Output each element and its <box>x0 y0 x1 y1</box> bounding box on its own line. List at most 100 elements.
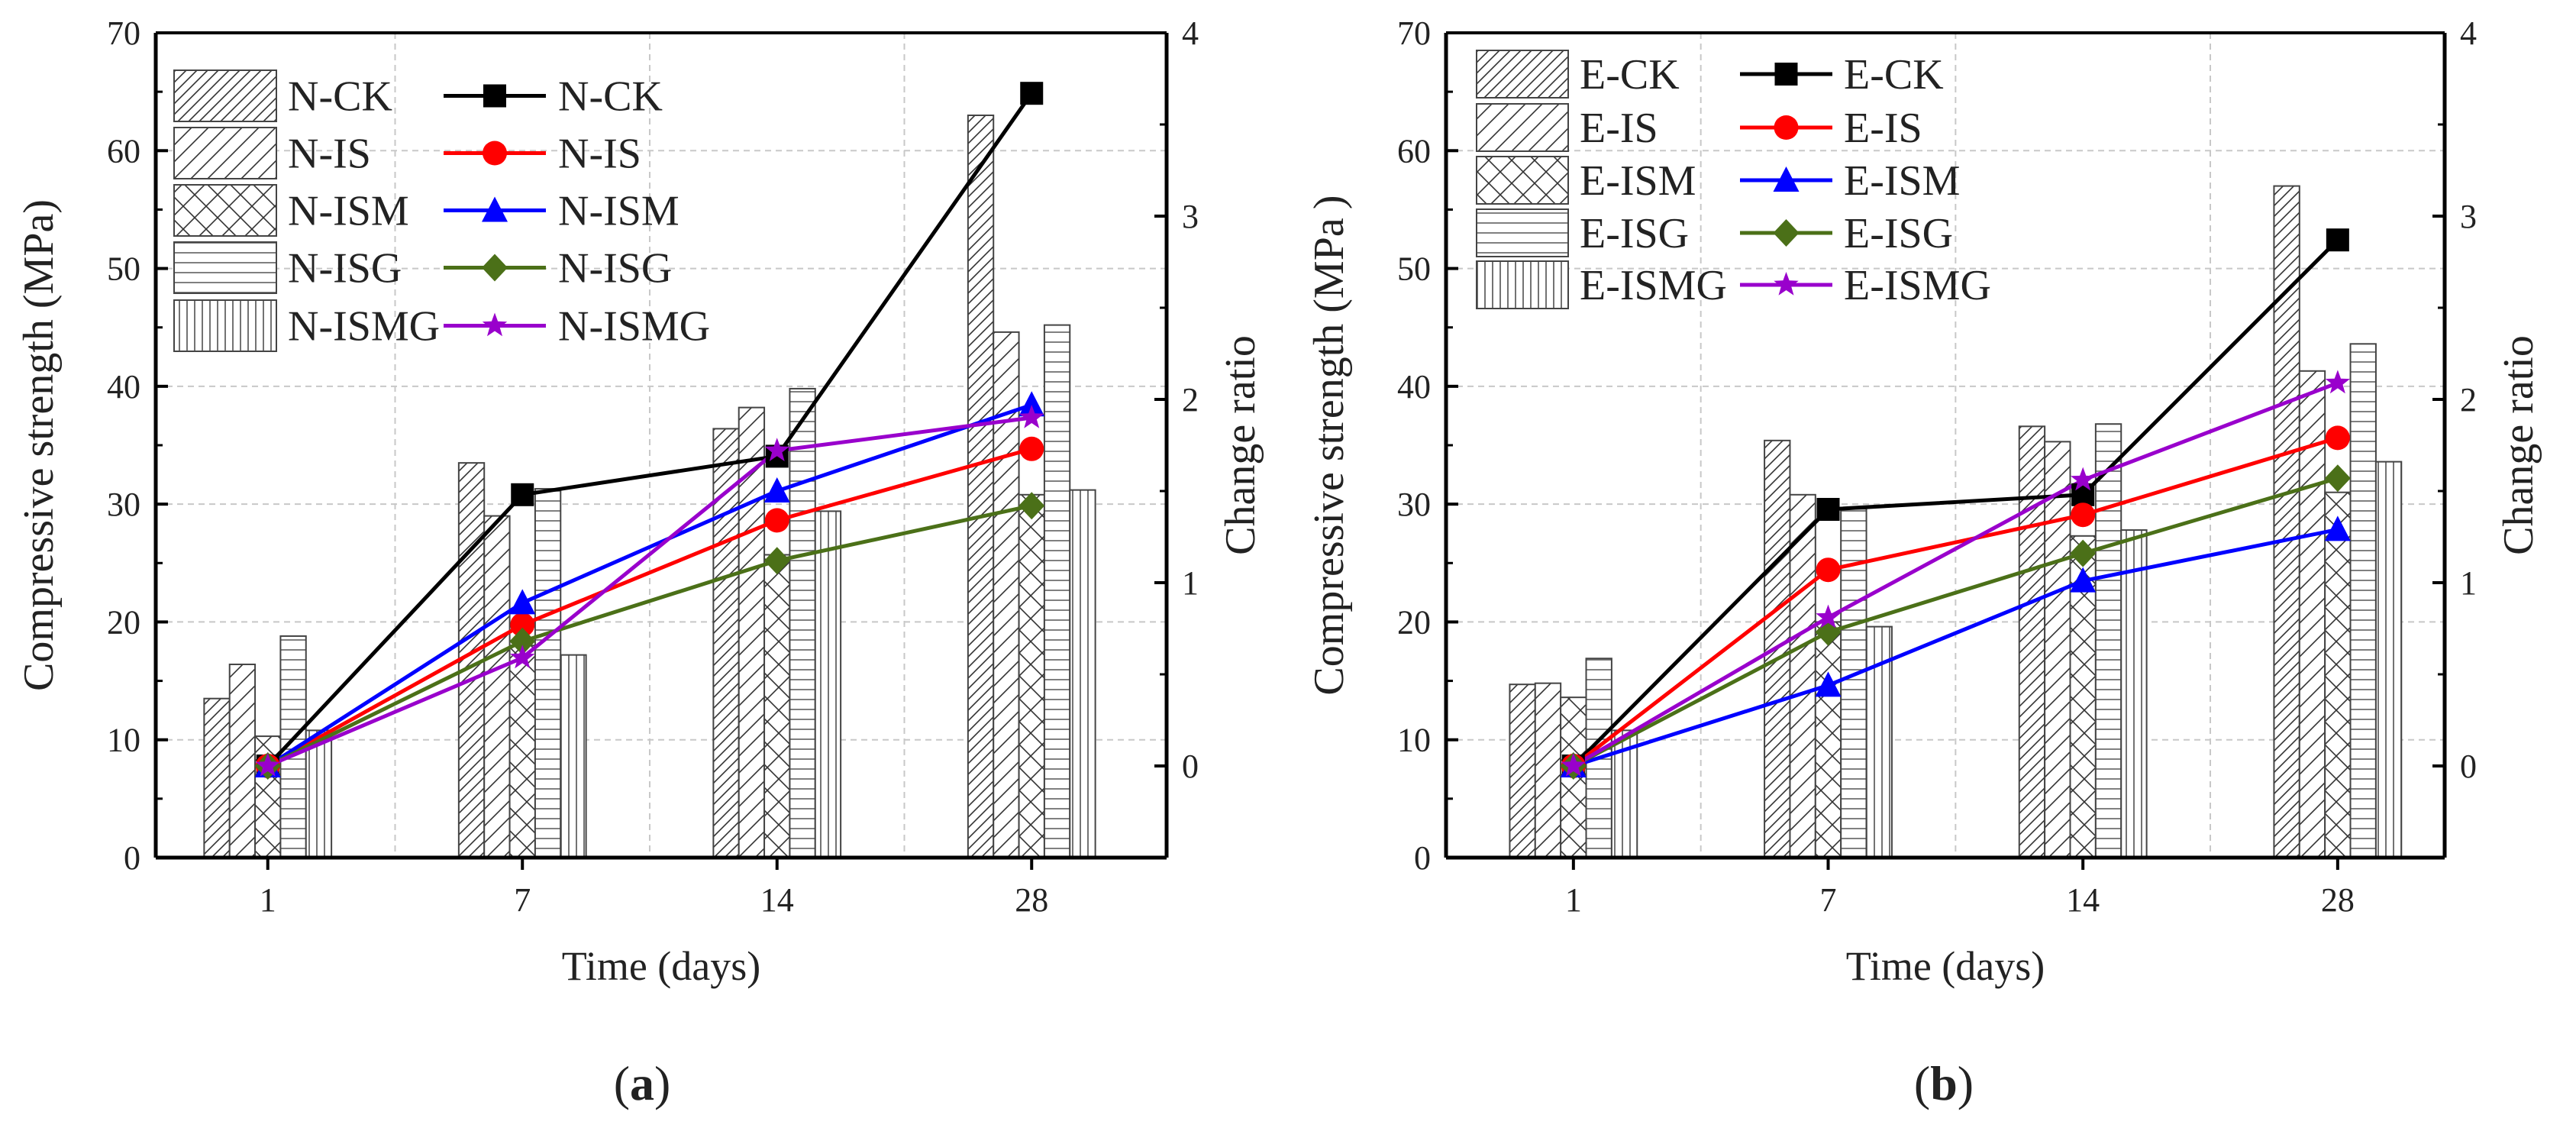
legend: N-CK N-IS N-ISM N-ISG N-ISMG N-CK N-IS N-ISM N-I… <box>173 69 710 352</box>
y2-axis-title: Change ratio <box>1217 335 1264 555</box>
y-tick-label: 0 <box>1414 839 1431 877</box>
bar-E-IS-day-7 <box>1789 493 1816 858</box>
marker-E-IS-day-14 <box>2071 502 2096 528</box>
marker-E-CK-day-14 <box>2071 483 2095 506</box>
bar-N-ISMG-day-1 <box>305 729 333 858</box>
panel-paren-open: ( <box>614 1056 630 1110</box>
y-tick-label: 70 <box>107 15 140 52</box>
x-tick-label: 1 <box>260 881 276 919</box>
line-N-ISG <box>266 503 1032 768</box>
bar-E-ISM-day-7 <box>1814 621 1842 859</box>
legend-swatch-E-CK <box>1476 50 1569 99</box>
legend-marker-N-ISG <box>482 254 508 282</box>
y-tick-label: 60 <box>1397 132 1431 170</box>
legend: E-CK E-IS E-ISM E-ISG E-ISMG E-CK E-IS E-ISM E-I… <box>1476 50 1991 309</box>
bar-N-ISG-day-14 <box>789 387 816 858</box>
chart-panel-b: 0 10 20 30 40 50 60 70 0 1 2 3 4 1 7 14 28 Time (days) Com… <box>1306 15 2542 1110</box>
marker-E-ISMG-day-14 <box>2071 467 2096 491</box>
y-tick-label: 40 <box>107 368 140 406</box>
legend-line-label: N-ISMG <box>558 303 710 351</box>
legend-bar-label: N-CK <box>288 73 392 121</box>
y2-tick-label: 4 <box>2460 15 2477 52</box>
bar-E-ISMG-day-28 <box>2374 460 2403 858</box>
bar-N-ISG-day-28 <box>1043 324 1071 858</box>
legend-line-label: N-ISM <box>558 188 680 235</box>
legend-marker-N-IS <box>483 141 507 166</box>
y-axis-title: Compressive strength (MPa) <box>15 199 63 691</box>
legend-line-label: E-CK <box>1844 51 1944 99</box>
y2-tick-label: 3 <box>1182 198 1199 235</box>
marker-N-ISG-day-28 <box>1018 492 1045 520</box>
y-tick-label: 70 <box>1397 15 1431 52</box>
legend-bar-label: E-ISMG <box>1580 262 1727 309</box>
marker-N-CK-day-7 <box>511 483 534 506</box>
marker-E-CK-day-28 <box>2326 228 2349 252</box>
legend-swatch-E-IS <box>1476 103 1569 152</box>
line-N-ISMG <box>266 415 1032 768</box>
bar-N-ISM-day-14 <box>763 554 791 858</box>
panel-letter: a <box>630 1056 654 1110</box>
legend-marker-N-CK <box>483 84 506 108</box>
bar-E-ISMG-day-14 <box>2120 529 2148 858</box>
marker-N-ISG-day-14 <box>763 547 790 575</box>
marker-N-ISM-day-14 <box>763 477 790 502</box>
marker-E-ISMG-day-7 <box>1816 604 1841 629</box>
x-axis-title: Time (days) <box>1846 943 2045 989</box>
marker-N-ISMG-day-28 <box>1019 405 1044 428</box>
y2-tick-label: 2 <box>2460 381 2477 418</box>
bar-E-ISM-day-28 <box>2324 491 2352 858</box>
y-tick-label: 20 <box>107 603 140 641</box>
legend-swatch-E-ISG <box>1476 208 1569 257</box>
legend-swatch-N-ISM <box>173 184 277 237</box>
legend-swatch-E-ISMG <box>1476 260 1569 309</box>
bar-N-CK-day-1 <box>203 697 231 859</box>
marker-N-CK-day-28 <box>1020 82 1044 105</box>
bar-N-ISMG-day-28 <box>1069 489 1096 859</box>
marker-E-ISG-day-14 <box>2070 539 2097 567</box>
bar-N-IS-day-14 <box>738 406 766 858</box>
marker-N-ISG-day-7 <box>509 627 536 655</box>
y-tick-label: 40 <box>1397 368 1431 406</box>
y2-tick-label: 0 <box>1182 748 1199 785</box>
legend-bar-label: N-ISM <box>288 188 409 235</box>
marker-N-IS-day-14 <box>764 508 789 533</box>
bar-N-IS-day-7 <box>483 515 511 858</box>
x-tick-label: 28 <box>2321 881 2355 919</box>
y-tick-label: 10 <box>107 722 140 759</box>
panel-paren-close: ) <box>1958 1056 1974 1110</box>
bar-E-IS-day-14 <box>2044 441 2071 858</box>
line-N-ISM <box>266 402 1033 768</box>
marker-N-ISM-day-28 <box>1018 391 1045 417</box>
bar-N-ISM-day-28 <box>1018 493 1045 858</box>
legend-bar-label: N-ISG <box>288 245 402 292</box>
marker-N-ISMG-day-14 <box>764 438 789 461</box>
line-E-ISG <box>1572 476 2339 768</box>
y-tick-label: 10 <box>1397 722 1431 759</box>
x-tick-label: 14 <box>760 881 794 919</box>
marker-N-ISMG-day-1 <box>255 753 280 777</box>
bar-N-ISM-day-7 <box>508 645 536 858</box>
bar-N-CK-day-28 <box>967 115 995 858</box>
y2-tick-label: 1 <box>2460 564 2477 602</box>
y2-tick-label: 3 <box>2460 198 2477 235</box>
y2-tick-label: 4 <box>1182 15 1199 52</box>
marker-N-IS-day-7 <box>510 612 535 638</box>
legend-line-label: N-ISG <box>558 245 672 292</box>
legend-line-label: E-IS <box>1844 105 1922 152</box>
marker-N-ISMG-day-7 <box>510 645 535 669</box>
bar-N-ISMG-day-7 <box>560 654 587 859</box>
legend-line-label: E-ISMG <box>1844 262 1991 309</box>
legend-marker-N-ISM <box>482 196 508 222</box>
x-tick-label: 1 <box>1565 881 1582 919</box>
bar-E-IS-day-28 <box>2298 370 2326 858</box>
legend-line-label: E-ISM <box>1844 157 1960 205</box>
bar-E-CK-day-14 <box>2018 425 2046 858</box>
y-axis-title: Compressive strength (MPa ) <box>1306 195 1353 695</box>
legend-marker-E-ISMG <box>1774 272 1799 296</box>
y-tick-label: 0 <box>124 839 140 877</box>
marker-E-IS-day-7 <box>1816 557 1841 583</box>
bar-E-CK-day-28 <box>2273 185 2300 859</box>
marker-E-ISM-day-28 <box>2324 515 2351 541</box>
panel-label: (b) <box>1914 1056 1974 1110</box>
